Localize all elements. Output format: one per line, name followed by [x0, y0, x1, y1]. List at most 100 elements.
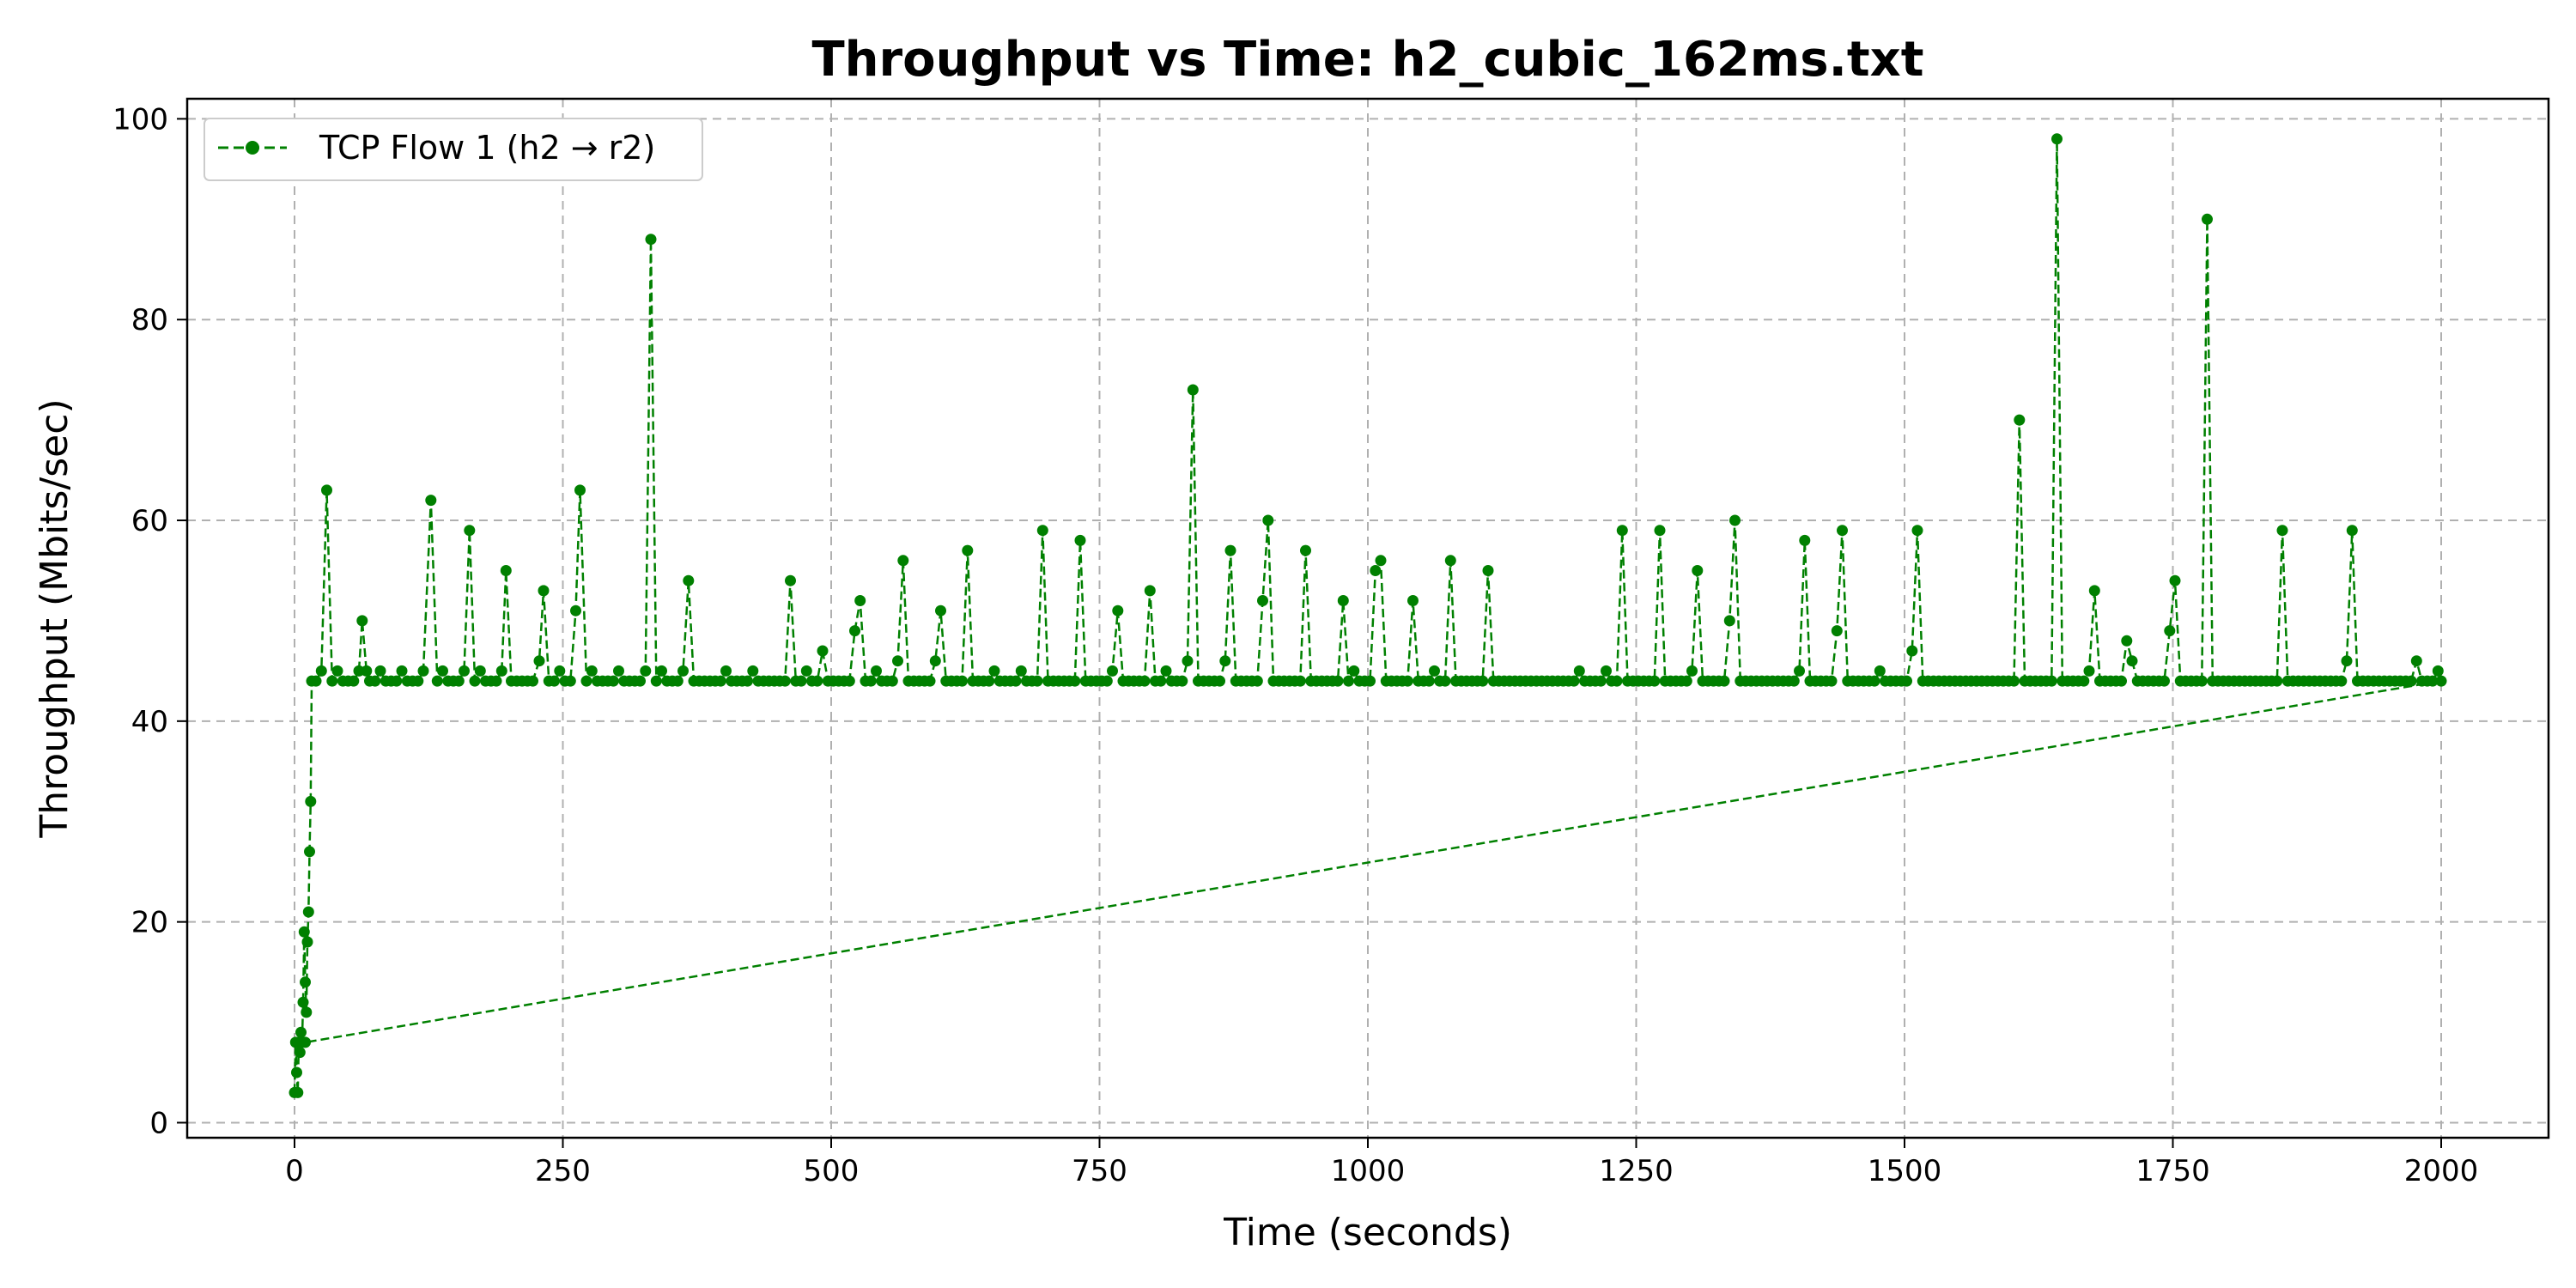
data-point	[1718, 675, 1730, 687]
data-point	[1692, 565, 1704, 576]
data-point	[374, 665, 386, 677]
data-point	[1595, 675, 1607, 687]
data-point	[453, 675, 465, 687]
x-tick-label: 1500	[1868, 1154, 1942, 1188]
data-point	[635, 675, 646, 687]
data-point	[1444, 555, 1456, 567]
data-point	[1155, 675, 1167, 687]
data-point	[1799, 534, 1811, 546]
data-point	[1868, 675, 1880, 687]
data-point	[677, 665, 689, 677]
data-point	[356, 615, 368, 627]
data-point	[1139, 675, 1151, 687]
x-tick-label: 0	[285, 1154, 304, 1188]
data-point	[1831, 625, 1843, 637]
data-point	[2271, 675, 2283, 687]
data-point	[843, 675, 855, 687]
data-point	[1407, 595, 1419, 606]
data-point	[2346, 525, 2358, 537]
data-point	[897, 555, 909, 567]
data-point	[1837, 525, 1848, 537]
data-point	[570, 605, 581, 617]
x-tick-label: 750	[1072, 1154, 1127, 1188]
data-point	[2045, 675, 2057, 687]
data-point	[1219, 655, 1231, 667]
data-point	[1911, 525, 1923, 537]
data-point	[1906, 645, 1918, 657]
x-tick-label: 1000	[1331, 1154, 1406, 1188]
data-point	[301, 1006, 313, 1018]
data-point	[292, 1086, 304, 1098]
data-point	[469, 675, 481, 687]
data-point	[538, 585, 550, 597]
grid	[187, 99, 2549, 1138]
data-point	[1477, 675, 1489, 687]
data-point	[2341, 655, 2353, 667]
data-point	[1337, 595, 1349, 606]
data-point	[1251, 675, 1263, 687]
data-point	[1144, 585, 1156, 597]
data-point	[2126, 655, 2138, 667]
data-point	[2159, 675, 2170, 687]
data-point	[924, 675, 936, 687]
data-point	[331, 665, 343, 677]
y-tick-label: 60	[131, 504, 168, 538]
data-point	[650, 675, 662, 687]
data-point	[785, 574, 796, 586]
data-point	[929, 655, 941, 667]
y-tick-label: 0	[149, 1106, 168, 1140]
data-point	[431, 675, 443, 687]
data-point	[988, 665, 1000, 677]
data-point	[1723, 615, 1735, 627]
data-point	[892, 655, 903, 667]
data-point	[302, 906, 314, 918]
data-point	[305, 795, 317, 807]
data-point	[2410, 655, 2422, 667]
data-point	[1160, 665, 1172, 677]
axis-ticks: 0 250 500 750 1000 1250 1500 1750 2000 0 20 40 60 80 1…	[112, 102, 2478, 1188]
data-point	[656, 665, 667, 677]
data-point	[301, 936, 313, 948]
data-point	[1101, 675, 1113, 687]
data-point	[2432, 665, 2444, 677]
data-point	[1262, 514, 1274, 526]
data-point	[554, 665, 566, 677]
data-point	[1015, 665, 1027, 677]
data-point	[348, 675, 360, 687]
data-point	[645, 234, 657, 246]
data-point	[871, 665, 882, 677]
data-point	[2051, 133, 2063, 145]
data-point	[854, 595, 866, 606]
data-point	[533, 655, 545, 667]
data-point	[391, 675, 403, 687]
data-point	[361, 665, 373, 677]
data-point	[983, 675, 995, 687]
data-point	[1482, 565, 1494, 576]
data-point	[490, 675, 502, 687]
data-point	[315, 665, 327, 677]
data-point	[720, 665, 732, 677]
data-point	[1112, 605, 1124, 617]
data-point	[580, 675, 592, 687]
data-point	[1616, 525, 1628, 537]
data-point	[459, 665, 470, 677]
data-point	[1401, 675, 1413, 687]
data-point	[1036, 525, 1048, 537]
data-point	[1074, 534, 1086, 546]
data-point	[396, 665, 408, 677]
data-point	[1187, 384, 1199, 396]
data-point	[464, 525, 476, 537]
data-point	[412, 675, 424, 687]
data-point	[1370, 565, 1382, 576]
data-point	[683, 574, 695, 586]
data-point	[800, 665, 812, 677]
data-point	[935, 605, 946, 617]
data-point	[549, 675, 560, 687]
data-point	[1649, 675, 1661, 687]
data-point	[2121, 635, 2133, 647]
data-point	[1182, 655, 1194, 667]
data-point	[300, 976, 311, 988]
data-point	[1611, 675, 1623, 687]
legend: TCP Flow 1 (h2 → r2)	[204, 118, 703, 181]
data-point	[1874, 665, 1886, 677]
